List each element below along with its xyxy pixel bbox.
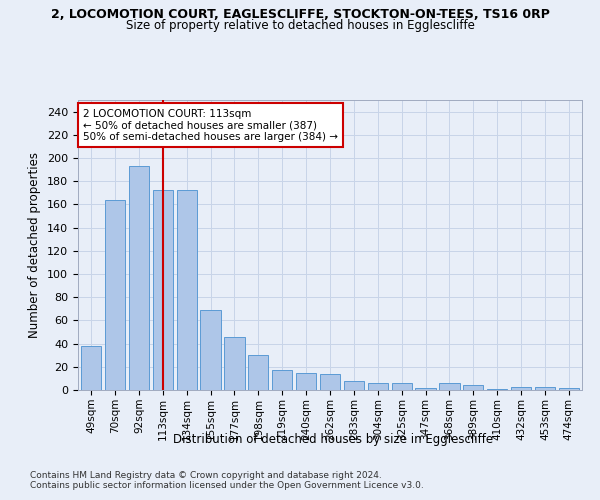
Bar xyxy=(368,383,388,390)
Bar xyxy=(129,166,149,390)
Text: Contains public sector information licensed under the Open Government Licence v3: Contains public sector information licen… xyxy=(30,480,424,490)
Bar xyxy=(535,386,555,390)
Text: Size of property relative to detached houses in Egglescliffe: Size of property relative to detached ho… xyxy=(125,18,475,32)
Bar xyxy=(105,200,125,390)
Bar xyxy=(392,383,412,390)
Bar xyxy=(81,346,101,390)
Bar xyxy=(415,388,436,390)
Bar xyxy=(320,374,340,390)
Bar xyxy=(487,389,508,390)
Text: 2, LOCOMOTION COURT, EAGLESCLIFFE, STOCKTON-ON-TEES, TS16 0RP: 2, LOCOMOTION COURT, EAGLESCLIFFE, STOCK… xyxy=(50,8,550,20)
Bar xyxy=(152,190,173,390)
Bar xyxy=(272,370,292,390)
Bar xyxy=(296,372,316,390)
Text: 2 LOCOMOTION COURT: 113sqm
← 50% of detached houses are smaller (387)
50% of sem: 2 LOCOMOTION COURT: 113sqm ← 50% of deta… xyxy=(83,108,338,142)
Bar xyxy=(559,388,579,390)
Bar xyxy=(439,383,460,390)
Text: Distribution of detached houses by size in Egglescliffe: Distribution of detached houses by size … xyxy=(173,432,493,446)
Y-axis label: Number of detached properties: Number of detached properties xyxy=(28,152,41,338)
Bar xyxy=(248,355,268,390)
Bar xyxy=(224,336,245,390)
Bar xyxy=(463,386,484,390)
Bar xyxy=(176,190,197,390)
Bar xyxy=(344,380,364,390)
Bar xyxy=(200,310,221,390)
Text: Contains HM Land Registry data © Crown copyright and database right 2024.: Contains HM Land Registry data © Crown c… xyxy=(30,470,382,480)
Bar xyxy=(511,386,531,390)
